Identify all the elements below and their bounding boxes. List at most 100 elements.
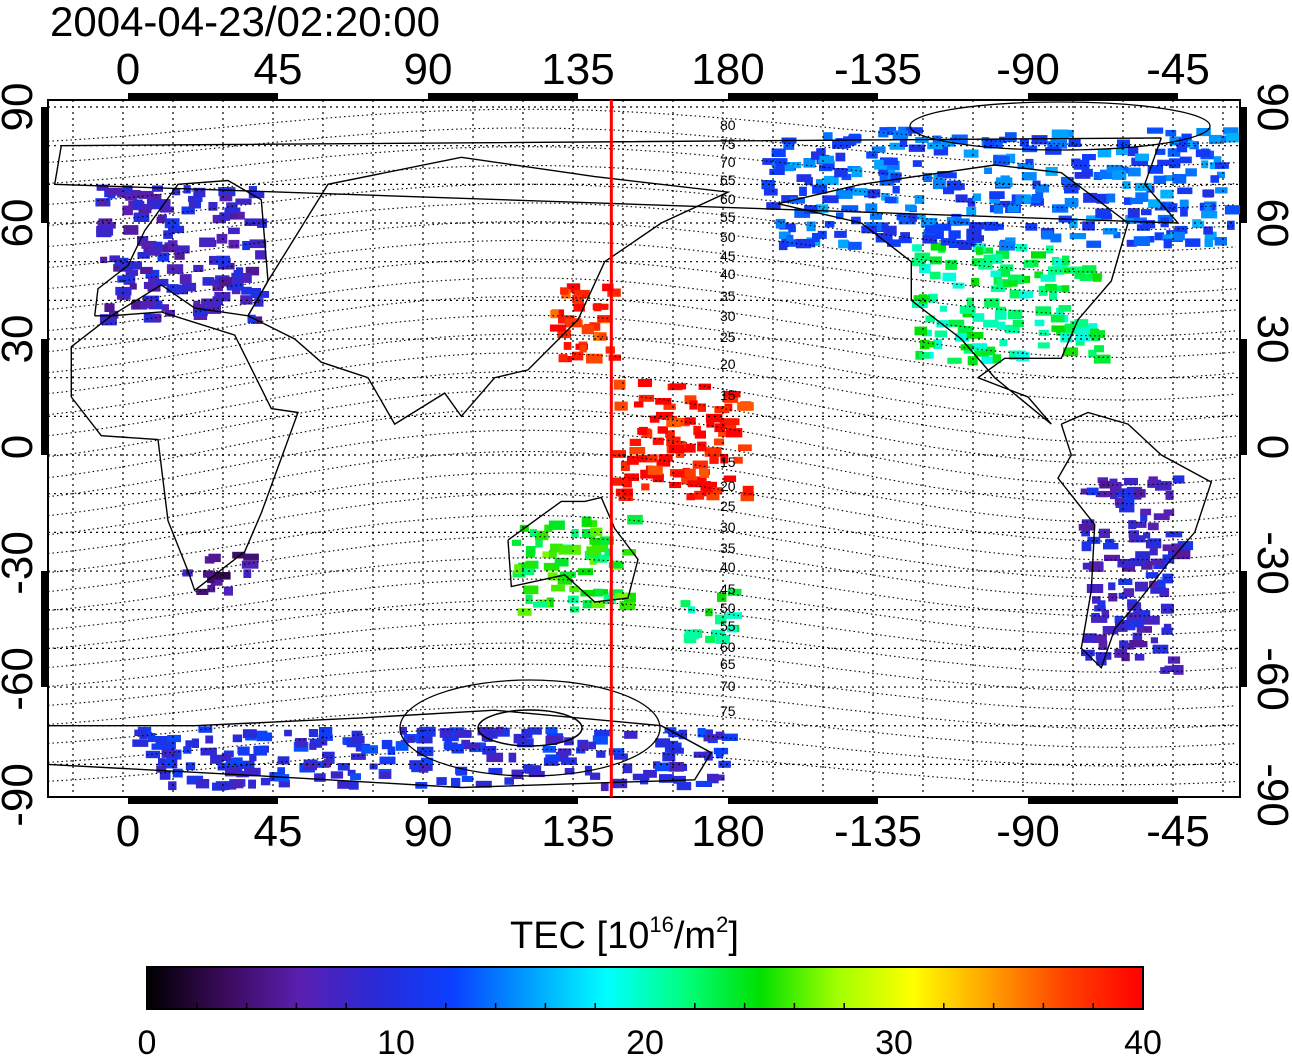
tec-cell xyxy=(966,332,984,339)
tec-cell xyxy=(1143,532,1151,539)
tec-cell xyxy=(183,746,192,754)
tec-cell xyxy=(883,157,898,165)
tec-cell xyxy=(612,477,628,486)
tec-cell xyxy=(883,160,900,171)
tec-cell xyxy=(1180,207,1188,217)
tec-cell xyxy=(550,309,559,319)
tec-cell xyxy=(883,225,897,236)
tec-cell xyxy=(436,777,447,785)
tec-cell xyxy=(1117,488,1135,498)
frame-bar-bottom xyxy=(1028,797,1178,804)
tec-cell xyxy=(928,293,938,303)
tec-cell xyxy=(143,281,158,289)
south-pole-contour xyxy=(477,709,583,747)
tec-cell xyxy=(226,202,238,212)
tec-cell xyxy=(488,767,503,774)
tec-cell xyxy=(589,557,597,565)
tec-cell xyxy=(1075,331,1091,342)
tec-cell xyxy=(1119,640,1129,649)
tec-cell xyxy=(1122,564,1136,572)
tec-cell xyxy=(550,543,563,553)
tec-cell xyxy=(1097,148,1112,158)
tec-cell xyxy=(1099,172,1113,179)
tec-cell xyxy=(608,561,624,569)
tec-cell xyxy=(967,356,978,366)
tec-cell xyxy=(668,762,684,772)
tec-cell xyxy=(179,274,192,284)
tec-cell xyxy=(1145,572,1159,579)
latitude-tick-label: 0 xyxy=(0,435,42,459)
tec-cell xyxy=(521,728,533,739)
tec-cell xyxy=(763,188,778,196)
tec-cell xyxy=(603,594,616,605)
tec-cell xyxy=(1074,270,1085,279)
tec-cell xyxy=(1204,189,1213,198)
tec-cell xyxy=(141,240,157,249)
tec-cell xyxy=(706,420,715,428)
contour-label: 60 xyxy=(720,191,736,207)
tec-cell xyxy=(638,394,655,402)
tec-cell xyxy=(1115,148,1128,156)
tec-cell xyxy=(571,351,584,361)
tec-cell xyxy=(1168,548,1180,557)
tec-cell xyxy=(609,589,624,596)
tec-cell xyxy=(1095,652,1112,660)
contour-label: 45 xyxy=(720,248,736,264)
tec-cell xyxy=(1035,191,1044,201)
tec-cell xyxy=(948,239,964,248)
tec-cell xyxy=(919,352,930,359)
tec-cell xyxy=(892,186,900,194)
tec-cell xyxy=(817,155,834,164)
tec-cell xyxy=(978,260,993,270)
tec-cell xyxy=(943,187,955,195)
colorbar-label: TEC [1016/m2] xyxy=(510,912,739,957)
tec-cell xyxy=(655,398,672,405)
tec-cell xyxy=(995,200,1010,208)
contour-label: 65 xyxy=(720,656,736,672)
tec-cell xyxy=(1103,542,1119,550)
tec-cell xyxy=(154,241,163,252)
tec-cell xyxy=(1165,490,1174,500)
tec-cell xyxy=(547,572,558,581)
tec-cell xyxy=(953,183,965,190)
tec-cell xyxy=(715,731,725,740)
tec-cell xyxy=(1136,625,1145,633)
tec-cell xyxy=(155,278,169,287)
coastline xyxy=(247,156,731,426)
tec-cell xyxy=(1088,349,1097,358)
tec-cell xyxy=(206,305,221,314)
tec-cell xyxy=(1208,134,1222,145)
tec-cell xyxy=(1034,319,1045,327)
tec-cell xyxy=(865,203,878,213)
tec-cell xyxy=(604,548,613,557)
tec-cell xyxy=(1091,615,1108,623)
tec-cell xyxy=(939,305,947,312)
tec-cell xyxy=(242,729,257,739)
tec-cell xyxy=(1019,138,1029,146)
tec-cell xyxy=(351,753,366,760)
tec-cell xyxy=(399,726,407,735)
tec-cell xyxy=(221,752,232,761)
tec-cell xyxy=(1114,497,1125,506)
tec-cell xyxy=(997,268,1010,277)
contour-label: 80 xyxy=(720,117,736,133)
tec-cell xyxy=(1164,665,1178,672)
tec-cell xyxy=(151,193,162,204)
tec-cell xyxy=(989,195,1000,204)
tec-cell xyxy=(669,383,687,390)
longitude-tick-label: 135 xyxy=(541,45,614,94)
tec-cell xyxy=(1068,138,1081,147)
tec-cell xyxy=(1060,332,1073,343)
tec-cell xyxy=(1141,560,1153,570)
tec-cell xyxy=(643,769,657,778)
tec-cell xyxy=(687,480,705,488)
tec-cell xyxy=(157,252,170,262)
tec-cell xyxy=(224,207,241,214)
tec-cell xyxy=(556,751,569,762)
tec-cell xyxy=(149,200,165,209)
tec-cell xyxy=(817,230,827,239)
tec-cell xyxy=(975,246,984,255)
tec-cell xyxy=(518,562,527,571)
tec-cell xyxy=(1141,209,1152,216)
tec-cell xyxy=(971,278,980,287)
